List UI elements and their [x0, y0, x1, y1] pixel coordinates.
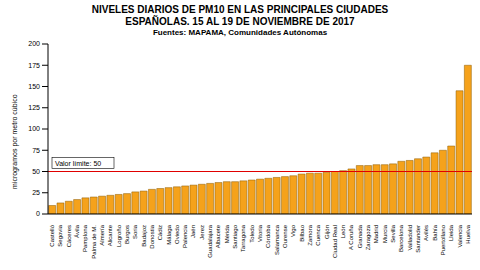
- svg-text:Zaragoza: Zaragoza: [365, 224, 371, 250]
- svg-text:Valencia: Valencia: [457, 224, 463, 247]
- svg-text:Bilbao: Bilbao: [299, 224, 305, 241]
- svg-text:Toledo: Toledo: [249, 224, 255, 242]
- svg-text:Badajoz: Badajoz: [141, 225, 147, 247]
- svg-text:Oviedo: Oviedo: [174, 224, 180, 244]
- svg-text:25: 25: [32, 189, 40, 196]
- svg-text:125: 125: [28, 104, 40, 111]
- html-text:Fuentes: MAPAMA, Comunidades A: Fuentes: MAPAMA, Comunidades Autónomas: [152, 28, 328, 37]
- svg-text:Ourense: Ourense: [282, 224, 288, 248]
- svg-text:Logroño: Logroño: [116, 224, 122, 247]
- svg-text:Donostia: Donostia: [149, 224, 155, 248]
- svg-text:Málaga: Málaga: [166, 224, 172, 244]
- svg-text:Jerez: Jerez: [199, 225, 205, 240]
- svg-text:Santiago: Santiago: [232, 224, 238, 248]
- svg-text:Bahía: Bahía: [432, 224, 438, 240]
- svg-text:Segovia: Segovia: [57, 224, 63, 246]
- svg-text:Pamplona: Pamplona: [82, 224, 88, 252]
- svg-text:Soria: Soria: [132, 224, 138, 239]
- svg-text:150: 150: [28, 83, 40, 90]
- svg-text:Gijón: Gijón: [324, 225, 330, 239]
- svg-text:Valor límite: 50: Valor límite: 50: [55, 160, 101, 167]
- html-text:NIVELES DIARIOS DE PM10 EN LAS: NIVELES DIARIOS DE PM10 EN LAS PRINCIPAL…: [91, 4, 389, 27]
- svg-text:Madrid: Madrid: [373, 225, 379, 243]
- svg-text:Barcelona: Barcelona: [398, 224, 404, 252]
- svg-text:Cuenca: Cuenca: [315, 224, 321, 245]
- svg-text:Ávila: Ávila: [74, 224, 80, 238]
- svg-text:A Coruña: A Coruña: [348, 224, 354, 250]
- svg-text:Ciudad Real: Ciudad Real: [332, 225, 338, 258]
- svg-text:Palma de M.: Palma de M.: [91, 225, 97, 259]
- svg-text:Cádiz: Cádiz: [157, 225, 163, 240]
- svg-text:Tarragona: Tarragona: [240, 224, 246, 252]
- svg-text:Jaén: Jaén: [190, 225, 196, 238]
- svg-text:Santander: Santander: [415, 225, 421, 253]
- svg-text:Burgos: Burgos: [124, 225, 130, 244]
- svg-text:Almería: Almería: [99, 224, 105, 245]
- svg-text:75: 75: [32, 147, 40, 154]
- svg-text:Vigo: Vigo: [290, 224, 296, 237]
- svg-text:200: 200: [28, 40, 40, 47]
- svg-text:Valladolid: Valladolid: [407, 225, 413, 251]
- svg-text:50: 50: [32, 168, 40, 175]
- svg-text:Guadalajara: Guadalajara: [207, 224, 213, 257]
- svg-text:Cáceres: Cáceres: [66, 225, 72, 247]
- svg-text:Palencia: Palencia: [182, 224, 188, 248]
- svg-text:175: 175: [28, 62, 40, 69]
- svg-text:Huelva: Huelva: [465, 224, 471, 243]
- svg-text:Granada: Granada: [357, 224, 363, 248]
- svg-text:Avilés: Avilés: [423, 225, 429, 241]
- svg-text:Zamora: Zamora: [307, 224, 313, 245]
- svg-text:0: 0: [36, 210, 40, 217]
- svg-text:Córdoba: Córdoba: [265, 224, 271, 248]
- svg-text:Lleida: Lleida: [448, 224, 454, 241]
- svg-text:Castelló: Castelló: [49, 224, 55, 246]
- svg-text:Sevilla: Sevilla: [390, 224, 396, 242]
- svg-text:Murcia: Murcia: [382, 224, 388, 243]
- svg-text:microgramos por metro cúbico: microgramos por metro cúbico: [11, 94, 19, 189]
- svg-text:Salamanca: Salamanca: [274, 224, 280, 255]
- svg-text:Alicante: Alicante: [107, 224, 113, 246]
- svg-text:Vitoria: Vitoria: [257, 224, 263, 242]
- svg-text:León: León: [340, 225, 346, 238]
- svg-text:Albacete: Albacete: [215, 224, 221, 248]
- svg-text:100: 100: [28, 125, 40, 132]
- svg-text:Mérida: Mérida: [224, 224, 230, 243]
- svg-text:Puertollano: Puertollano: [440, 224, 446, 255]
